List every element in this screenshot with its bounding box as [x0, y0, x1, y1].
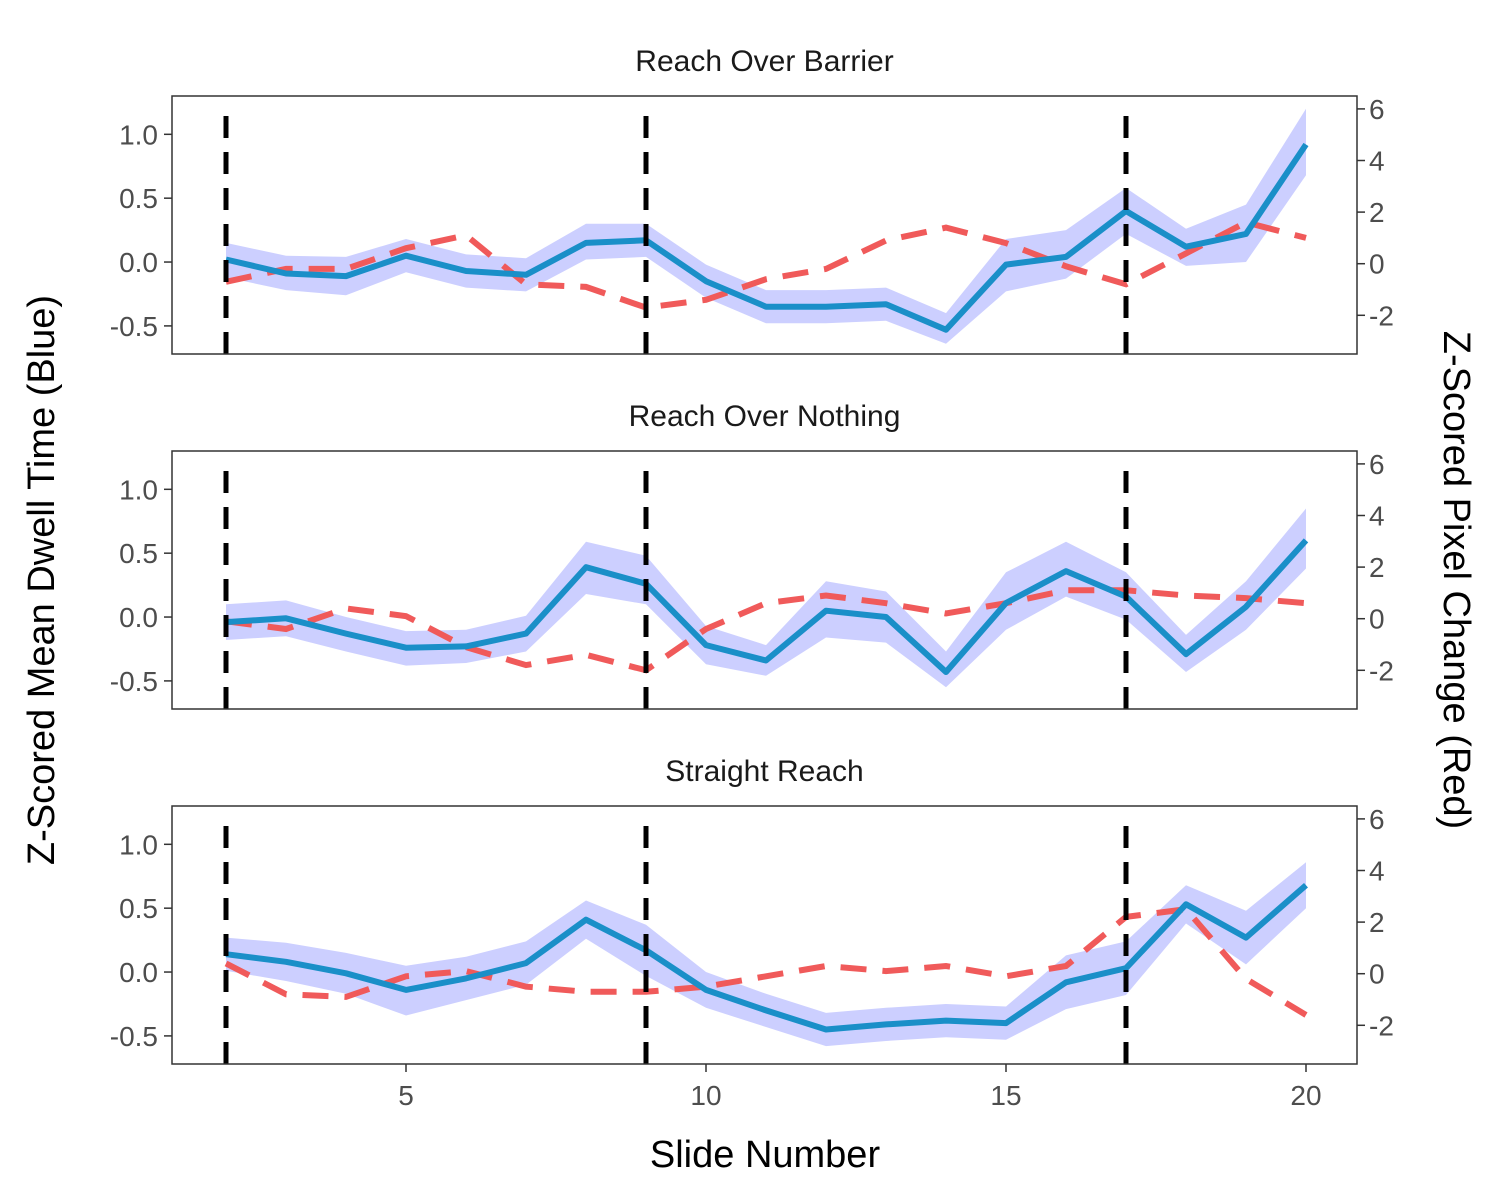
panel-1: Reach Over Barrier -0.5 0.0 0.5 1.0 -2 0 2 4 6: [110, 45, 1394, 355]
y-left-tick-label: -0.5: [110, 1021, 158, 1052]
y-left-tick-label: -0.5: [110, 666, 158, 697]
y-left-tick-label: 0.5: [119, 538, 158, 569]
panel-title: Reach Over Nothing: [629, 400, 901, 433]
y-left-tick-label: 0.0: [119, 602, 158, 633]
dwell-time-line: [225, 882, 1308, 1033]
y-axis-right-title: Z-Scored Pixel Change (Red): [1435, 331, 1477, 829]
panel-border: [171, 95, 1358, 355]
panel-border: [171, 450, 1358, 710]
x-axis-title: Slide Number: [650, 1134, 881, 1176]
y-left-tick-label: 0.0: [119, 957, 158, 988]
y-right-tick-label: 4: [1369, 856, 1385, 887]
y-right-tick-label: 2: [1369, 552, 1385, 583]
y-right-tick-label: -2: [1369, 1010, 1394, 1041]
y-right-tick-label: 4: [1369, 501, 1385, 532]
y-left-tick-label: 1.0: [119, 829, 158, 860]
pixel-change-line: [225, 219, 1307, 311]
y-right-tick-label: 2: [1369, 197, 1385, 228]
y-right-tick-label: 6: [1369, 94, 1385, 125]
x-tick-label: 15: [990, 1080, 1021, 1111]
y-axis-left-title: Z-Scored Mean Dwell Time (Blue): [21, 295, 63, 865]
y-right-tick-label: 6: [1369, 449, 1385, 480]
dwell-confidence-band: [226, 108, 1306, 344]
x-tick-label: 5: [398, 1080, 414, 1111]
dwell-time-line: [225, 142, 1309, 333]
y-right-tick-label: 0: [1369, 604, 1385, 635]
y-left-tick-label: 0.5: [119, 893, 158, 924]
y-left-tick-label: 1.0: [119, 119, 158, 150]
panel-3: Straight Reach -0.5 0.0 0.5 1.0 -2 0 2 4 6 5 10 15 20: [110, 755, 1394, 1111]
y-right-tick-label: 2: [1369, 907, 1385, 938]
panel-title: Straight Reach: [665, 755, 863, 788]
y-left-tick-label: 0.5: [119, 183, 158, 214]
x-tick-label: 20: [1290, 1080, 1321, 1111]
y-right-tick-label: 0: [1369, 959, 1385, 990]
y-right-tick-label: 6: [1369, 804, 1385, 835]
y-left-tick-label: -0.5: [110, 311, 158, 342]
y-right-tick-label: 0: [1369, 249, 1385, 280]
y-right-tick-label: -2: [1369, 300, 1394, 331]
panel-title: Reach Over Barrier: [635, 45, 893, 78]
y-left-tick-label: 0.0: [119, 247, 158, 278]
y-right-tick-label: -2: [1369, 655, 1394, 686]
panel-2: Reach Over Nothing -0.5 0.0 0.5 1.0 -2 0 2 4 6: [110, 400, 1394, 710]
y-right-tick-label: 4: [1369, 146, 1385, 177]
x-tick-label: 10: [690, 1080, 721, 1111]
panel-border: [171, 805, 1358, 1065]
dwell-confidence-band: [226, 862, 1306, 1047]
y-left-tick-label: 1.0: [119, 474, 158, 505]
